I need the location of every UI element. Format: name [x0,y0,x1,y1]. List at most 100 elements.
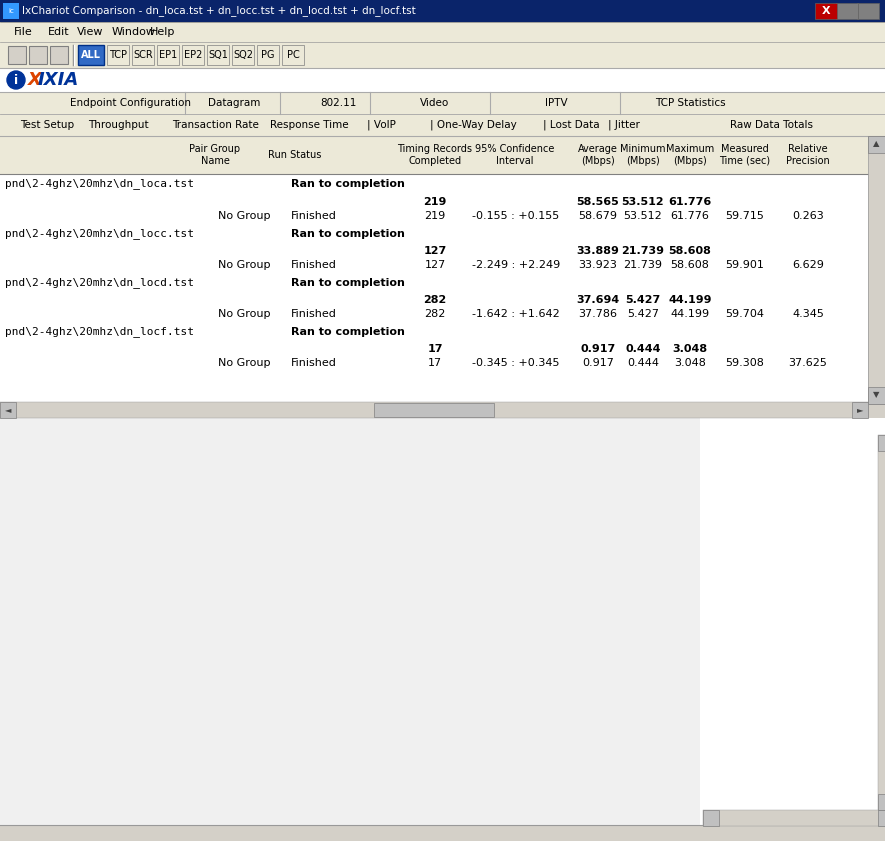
Bar [374,403,494,417]
Text: No Group: No Group [218,358,270,368]
Bar [0,825,885,841]
Bar [703,810,719,826]
Text: | Jitter: | Jitter [608,119,640,130]
Text: X: X [28,71,42,89]
X-axis label: Elapsed time (h:mm:ss): Elapsed time (h:mm:ss) [305,832,438,841]
Text: 58.608: 58.608 [671,260,710,270]
Text: ◄: ◄ [4,405,12,415]
Text: Ran to completion: Ran to completion [291,327,404,337]
Text: 37.786: 37.786 [579,309,618,319]
Text: 44.199: 44.199 [668,295,712,305]
Text: Transaction Rate: Transaction Rate [172,120,259,130]
Text: No Group: No Group [218,309,270,319]
Text: PG: PG [261,50,274,60]
Text: 61.776: 61.776 [671,211,710,221]
Text: Finished: Finished [291,211,337,221]
Text: 59.901: 59.901 [726,260,765,270]
Text: Throughput: Throughput [23,410,142,428]
Text: 219: 219 [423,197,447,207]
Y-axis label: Mbps: Mbps [0,605,10,634]
Text: Run Status: Run Status [268,150,321,160]
Text: pnd\2-4ghz\20mhz\dn_loca.tst: pnd\2-4ghz\20mhz\dn_loca.tst [5,178,194,189]
Bar [207,45,229,65]
Text: PC: PC [287,50,299,60]
Bar [78,45,104,65]
Text: IxChariot Comparison - dn_loca.tst + dn_locc.tst + dn_locd.tst + dn_locf.tst: IxChariot Comparison - dn_loca.tst + dn_… [22,6,416,17]
Text: -0.155 : +0.155: -0.155 : +0.155 [473,211,559,221]
Text: View: View [77,27,104,37]
Bar [0,42,885,68]
Text: Legend: Legend [766,447,815,459]
Text: Raw Data Totals: Raw Data Totals [730,120,813,130]
Bar [703,810,885,826]
Bar [868,136,885,153]
Bar [232,45,254,65]
Text: Help: Help [150,27,175,37]
Text: 17: 17 [427,344,442,354]
Text: 282: 282 [424,309,446,319]
Text: -2.249 : +2.249: -2.249 : +2.249 [472,260,560,270]
Bar [0,402,16,418]
Text: Maximum
(Mbps): Maximum (Mbps) [666,144,714,166]
Text: 53.512: 53.512 [624,211,662,221]
Text: EP2: EP2 [184,50,202,60]
Bar [868,387,885,404]
Text: 802.11: 802.11 [320,98,357,108]
Bar [0,418,700,825]
Bar [29,46,47,64]
Text: 33.889: 33.889 [576,246,619,256]
Text: ALL: ALL [81,50,101,60]
Text: | VoIP: | VoIP [367,119,396,130]
Text: | Lost Data: | Lost Data [543,119,600,130]
Text: Measured
Time (sec): Measured Time (sec) [720,144,771,166]
Text: 5.427: 5.427 [626,295,660,305]
Bar [815,3,837,19]
Bar [878,810,885,826]
Circle shape [7,71,25,89]
Bar [836,3,858,19]
Text: 21.739: 21.739 [624,260,663,270]
Text: Finished: Finished [291,358,337,368]
Text: 58.608: 58.608 [668,246,712,256]
Text: 282: 282 [423,295,447,305]
Bar [50,46,68,64]
Text: 127: 127 [425,260,446,270]
Text: 61.776: 61.776 [668,197,712,207]
Bar [878,435,885,451]
Text: Finished: Finished [291,309,337,319]
Text: 95% Confidence
Interval: 95% Confidence Interval [475,144,555,166]
Text: 58.565: 58.565 [577,197,619,207]
Text: dn_locf.tst:Pair 2 -- DN: dn_locf.tst:Pair 2 -- DN [749,580,849,590]
Text: 37.625: 37.625 [789,358,827,368]
Bar [8,46,26,64]
Bar [0,92,885,114]
Text: 21.739: 21.739 [621,246,665,256]
Text: 3.048: 3.048 [674,358,706,368]
Text: 219: 219 [425,211,446,221]
Text: TCP Statistics: TCP Statistics [655,98,726,108]
Bar [182,45,204,65]
Text: pnd\2-4ghz\20mhz\dn_locf.tst: pnd\2-4ghz\20mhz\dn_locf.tst [5,326,194,337]
Text: 0.444: 0.444 [625,344,661,354]
Text: 17: 17 [428,358,442,368]
Bar [700,418,885,825]
Text: Ran to completion: Ran to completion [291,179,404,189]
Text: | One-Way Delay: | One-Way Delay [430,119,517,130]
Text: No Group: No Group [218,260,270,270]
Bar [857,3,879,19]
Text: pnd\2-4ghz\20mhz\dn_locd.tst: pnd\2-4ghz\20mhz\dn_locd.tst [5,278,194,288]
Text: Relative
Precision: Relative Precision [786,144,830,166]
Text: Average
(Mbps): Average (Mbps) [578,144,618,166]
Bar [878,435,885,810]
Text: SQ1: SQ1 [208,50,228,60]
Text: Edit: Edit [48,27,70,37]
Text: 0.917: 0.917 [581,344,616,354]
Text: 6.629: 6.629 [792,260,824,270]
Bar [282,45,304,65]
Text: Minimum
(Mbps): Minimum (Mbps) [620,144,666,166]
Text: IXIA: IXIA [38,71,80,89]
Text: Video: Video [420,98,450,108]
Bar [3,3,19,19]
Text: pnd\2-4ghz\20mhz\dn_locc.tst: pnd\2-4ghz\20mhz\dn_locc.tst [5,229,194,240]
Text: -1.642 : +1.642: -1.642 : +1.642 [472,309,560,319]
